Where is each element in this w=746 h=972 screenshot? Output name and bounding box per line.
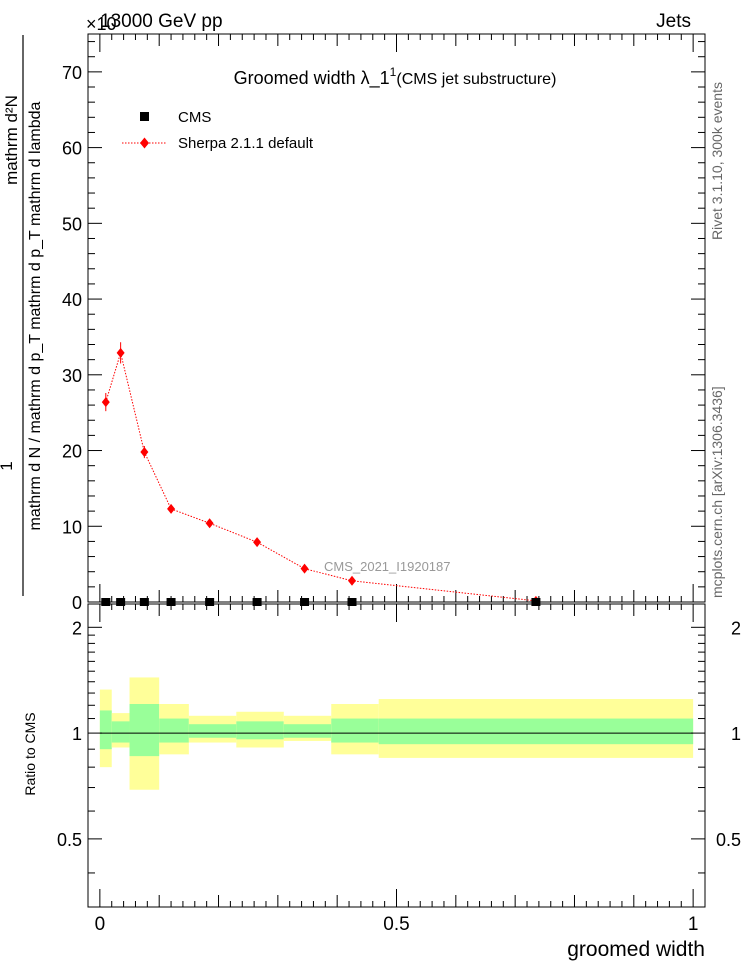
main-ytick-label: 30 <box>62 366 82 386</box>
cms-point <box>139 598 149 606</box>
ratio-plot-area: 0 0.5 1 0.5 0.5 1 1 2 2 <box>57 603 741 935</box>
main-ytick-label: 0 <box>72 593 82 613</box>
ratio-ylabel: Ratio to CMS <box>22 712 38 795</box>
legend-marker-cms <box>140 112 149 121</box>
sherpa-point <box>116 347 125 358</box>
sherpa-point <box>101 397 110 408</box>
ylabel-denominator: mathrm d N / mathrm d p_T mathrm d p_T m… <box>27 101 44 530</box>
ratio-ytick-label-right: 2 <box>731 618 741 638</box>
ratio-band-inner-6 <box>283 724 332 738</box>
main-ytick-label: 60 <box>62 139 82 159</box>
legend-label-sherpa: Sherpa 2.1.1 default <box>178 135 314 152</box>
ratio-band-inner-7 <box>331 718 379 743</box>
ratio-band-inner-3 <box>159 718 189 743</box>
header-exponent: ×10 <box>86 14 117 34</box>
cms-point <box>166 598 176 606</box>
cms-point <box>347 598 357 606</box>
ratio-ytick-label-right: 0.5 <box>716 830 741 850</box>
cms-point <box>116 598 126 606</box>
cms-point <box>531 598 541 606</box>
side-label-rivet: Rivet 3.1.10, 300k events <box>709 82 725 240</box>
watermark: CMS_2021_I1920187 <box>324 559 451 574</box>
sherpa-point <box>253 537 262 548</box>
title-paren: (CMS jet substructure) <box>396 71 556 88</box>
main-ytick-label: 70 <box>62 63 82 83</box>
ylabel-one: 1 <box>0 461 16 470</box>
header-left: 13000 GeV pp <box>100 11 223 32</box>
main-ytick-label: 10 <box>62 517 82 537</box>
header-right: Jets <box>656 11 691 32</box>
ratio-ytick-label-right: 1 <box>731 724 741 744</box>
title-group: Groomed width λ_11(CMS jet substructure) <box>234 65 557 89</box>
cms-point <box>300 598 310 606</box>
ratio-band-inner-1 <box>111 721 130 743</box>
cms-point <box>205 598 215 606</box>
legend-label-cms: CMS <box>178 109 211 126</box>
x-axis-label: groomed width <box>567 938 705 961</box>
main-ytick-label: 40 <box>62 290 82 310</box>
sherpa-line <box>105 350 536 602</box>
ratio-ytick-label-left: 2 <box>72 618 82 638</box>
ylabel-numerator: mathrm d²N <box>2 95 21 185</box>
ratio-band-inner-2 <box>129 704 160 757</box>
main-ytick-label: 50 <box>62 214 82 234</box>
legend: CMS Sherpa 2.1.1 default <box>122 109 314 152</box>
legend-marker-sherpa <box>140 137 149 149</box>
main-plot-area: 0 10 20 30 40 50 60 70 <box>62 33 706 613</box>
ratio-xtick-label: 0.5 <box>383 914 409 935</box>
sherpa-point <box>140 447 149 458</box>
title-sup: 1 <box>390 65 397 79</box>
title-main: Groomed width λ_1 <box>234 68 390 89</box>
sherpa-point <box>205 518 214 529</box>
ratio-ytick-label-left: 1 <box>72 724 82 744</box>
ratio-band-inner-4 <box>188 724 237 738</box>
ratio-ytick-label-left: 0.5 <box>57 830 82 850</box>
ratio-xtick-label: 0 <box>95 914 106 935</box>
ratio-xtick-label: 1 <box>688 914 699 935</box>
cms-point <box>252 598 262 606</box>
sherpa-point <box>167 503 176 514</box>
main-ylabel: mathrm d²N 1 mathrm d N / mathrm d p_T m… <box>0 35 44 596</box>
side-label-mcplots: mcplots.cern.ch [arXiv:1306.3436] <box>709 386 725 598</box>
svg-text:Groomed width λ_11(CMS jet su: Groomed width λ_11(CMS jet substructure) <box>234 65 557 89</box>
ratio-band-inner-8 <box>378 718 694 745</box>
main-ytick-label: 20 <box>62 442 82 462</box>
sherpa-point <box>348 575 357 586</box>
sherpa-point <box>300 563 309 574</box>
ratio-band-inner-0 <box>99 710 112 750</box>
cms-point <box>101 598 111 606</box>
ratio-band-inner-5 <box>236 721 284 740</box>
